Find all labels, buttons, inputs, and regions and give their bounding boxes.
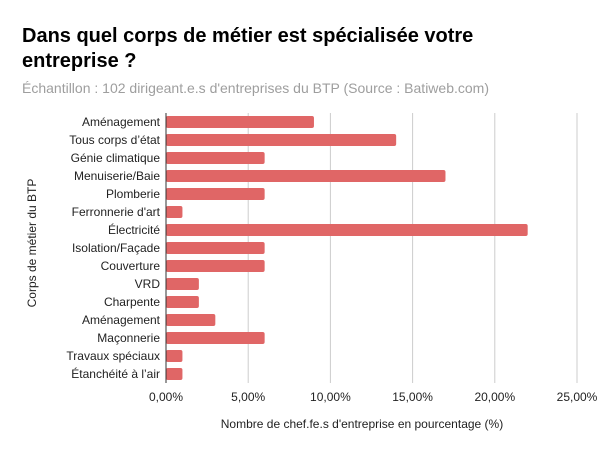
chart-subtitle: Échantillon : 102 dirigeant.e.s d'entrep… [22,80,489,96]
category-label: Aménagement [82,115,161,129]
x-tick-label: 5,00% [231,390,265,404]
x-tick-label: 10,00% [310,390,351,404]
category-label: Isolation/Façade [72,241,160,255]
category-label: Charpente [104,295,160,309]
category-label: Aménagement [82,313,161,327]
x-tick-label: 25,00% [557,390,598,404]
chart-title-line-1: Dans quel corps de métier est spécialisé… [22,25,473,47]
bar [166,296,199,308]
x-tick-label: 0,00% [149,390,183,404]
category-label: Génie climatique [71,151,161,165]
bar [166,116,314,128]
bar [166,368,183,380]
bar [166,134,397,146]
bar [166,314,216,326]
bar [166,170,446,182]
bar [166,260,265,272]
category-label: Tous corps d’état [69,133,160,147]
x-tick-label: 15,00% [392,390,433,404]
chart-title-line-2: entreprise ? [22,50,136,72]
category-label: VRD [135,277,161,291]
bar [166,242,265,254]
category-label: Étanchéité à l’air [71,366,160,381]
x-axis-label: Nombre de chef.fe.s d'entreprise en pour… [221,417,503,431]
bar [166,350,183,362]
bar [166,224,528,236]
category-label: Électricité [108,222,160,237]
category-label: Maçonnerie [97,331,160,345]
category-label: Plomberie [106,187,160,201]
x-tick-label: 20,00% [474,390,515,404]
category-label: Menuiserie/Baie [74,169,160,183]
category-label: Ferronnerie d'art [72,205,161,219]
category-label: Travaux spéciaux [66,349,160,363]
bar [166,152,265,164]
y-axis-label: Corps de métier du BTP [25,179,39,308]
bar [166,332,265,344]
bar [166,206,183,218]
bar [166,188,265,200]
bar [166,278,199,290]
category-label: Couverture [101,259,161,273]
